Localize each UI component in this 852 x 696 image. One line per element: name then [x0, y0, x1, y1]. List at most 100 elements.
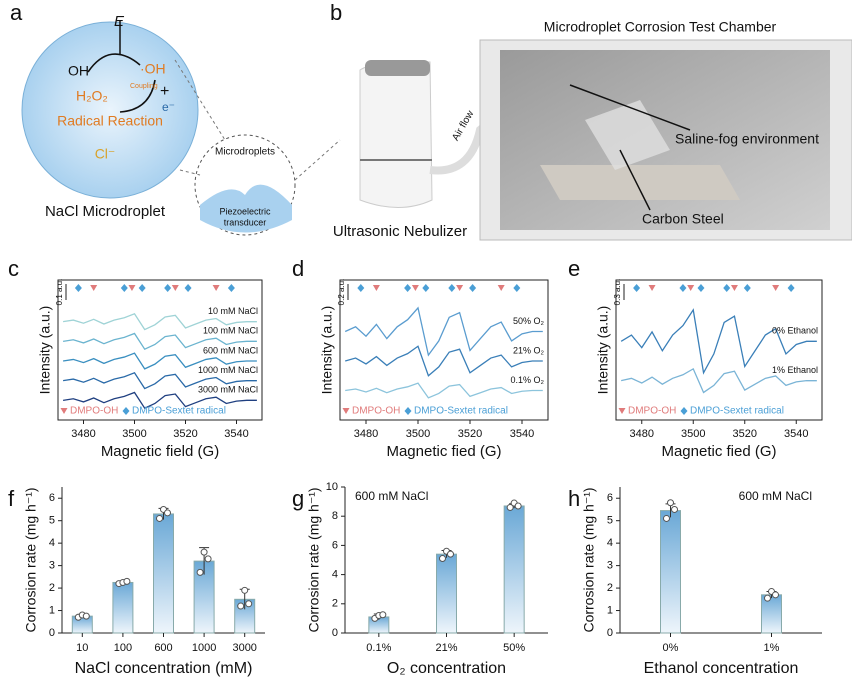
data-point — [663, 514, 670, 522]
data-point — [200, 548, 208, 556]
panel-label: g — [292, 486, 304, 511]
annotation: 600 mM NaCl — [355, 489, 428, 503]
series-label: 50% O₂ — [513, 316, 545, 326]
steel — [540, 165, 740, 200]
y-tick-label: 2 — [49, 582, 55, 594]
arrow — [619, 149, 651, 211]
x-tick-label: 3480 — [354, 428, 378, 440]
series-label: 1000 mM NaCl — [198, 365, 258, 375]
peak-marker — [456, 285, 464, 291]
x-tick-label: 3520 — [173, 428, 197, 440]
label: Ultrasonic Nebulizer — [333, 223, 467, 240]
peak-marker — [128, 285, 136, 291]
x-tick-label: 21% — [435, 642, 457, 654]
bar — [112, 581, 134, 634]
legend-label: DMPO-OH — [352, 406, 400, 417]
data-point — [671, 505, 678, 513]
peak-marker — [448, 284, 456, 292]
y-tick-label: 10 — [326, 481, 338, 493]
data-point — [506, 503, 514, 511]
peak-marker — [723, 284, 731, 292]
caption: NaCl Microdroplet — [45, 203, 166, 220]
arrow — [87, 53, 141, 73]
y-tick-label: 2 — [607, 582, 613, 594]
droplet — [21, 21, 199, 199]
x-tick-label: 3500 — [681, 428, 705, 440]
series-label: 1% Ethanol — [772, 365, 818, 375]
y-tick-label: 5 — [607, 515, 613, 527]
legend-symbol — [342, 408, 350, 414]
spectrum — [621, 367, 817, 394]
axes — [57, 279, 263, 421]
bar — [761, 594, 782, 634]
y-tick-label: 6 — [332, 539, 338, 551]
spectrum — [63, 332, 257, 351]
peak-marker — [120, 284, 128, 292]
x-tick-label: 600 — [154, 642, 172, 654]
zoom-line — [294, 139, 341, 181]
x-tick-label: 3540 — [224, 428, 248, 440]
label: Saline-fog environment — [675, 131, 819, 147]
nebulizer-cap — [365, 60, 430, 76]
x-axis-label: Magnetic fied (G) — [386, 443, 501, 460]
y-axis-label: Intensity (a.u.) — [595, 306, 611, 395]
data-point — [123, 577, 131, 585]
arrow — [569, 84, 691, 131]
peak-marker — [497, 285, 505, 291]
y-tick-label: 0 — [607, 627, 613, 639]
panel-label: c — [8, 256, 19, 281]
data-point — [667, 499, 674, 507]
data-point — [447, 550, 454, 558]
legend-label: DMPO-Sextet radical — [690, 406, 784, 417]
data-point — [164, 509, 171, 517]
legend-label: DMPO-Sextet radical — [414, 406, 508, 417]
peak-marker — [164, 284, 172, 292]
bar — [503, 505, 525, 634]
x-tick-label: 0% — [663, 642, 679, 654]
legend-label: DMPO-Sextet radical — [132, 406, 226, 417]
axes — [615, 279, 823, 421]
label: transducer — [224, 217, 267, 227]
spectrum — [63, 391, 257, 410]
diagram-a: E OH ·OH Coupling H₂O₂ + e⁻ Radical Reac… — [21, 13, 341, 236]
x-tick-label: 3480 — [71, 428, 95, 440]
label: OH — [68, 63, 89, 79]
peak-marker — [787, 284, 795, 292]
spectrum — [345, 382, 543, 399]
label: Piezoelectric — [219, 206, 271, 216]
zoom-line — [174, 59, 226, 141]
x-tick-label: 1% — [764, 642, 780, 654]
x-tick-label: 3540 — [784, 428, 808, 440]
series-label: 10 mM NaCl — [208, 306, 258, 316]
x-tick-label: 0.1% — [366, 642, 391, 654]
spectrum — [344, 306, 543, 357]
glass — [585, 100, 670, 170]
legend-label: DMPO-OH — [70, 406, 118, 417]
x-tick-label: 3500 — [122, 428, 146, 440]
peak-marker — [633, 284, 641, 292]
x-tick-label: 3500 — [406, 428, 430, 440]
label: Cl⁻ — [95, 146, 116, 162]
water — [200, 184, 292, 233]
spectrum — [63, 352, 257, 370]
x-tick-label: 3480 — [630, 428, 654, 440]
x-axis-label: Magnetic fied (G) — [661, 443, 776, 460]
x-axis-label: Magnetic field (G) — [101, 443, 219, 460]
data-point — [764, 594, 771, 602]
y-tick-label: 5 — [49, 515, 55, 527]
x-tick-label: 3000 — [232, 642, 256, 654]
label: E — [114, 13, 125, 30]
legend-symbol — [680, 407, 688, 415]
peak-marker — [469, 284, 477, 292]
x-tick-label: 100 — [114, 642, 132, 654]
y-tick-label: 4 — [607, 537, 613, 549]
x-axis-label: NaCl concentration (mM) — [75, 660, 253, 677]
peak-marker — [743, 284, 751, 292]
y-axis-label: Intensity (a.u.) — [37, 306, 53, 395]
y-axis-label: Corrosion rate (mg h⁻¹) — [581, 487, 597, 632]
scale-label: 0.3 a.u. — [613, 279, 622, 306]
data-point — [772, 591, 779, 599]
peak-marker — [74, 284, 82, 292]
peak-marker — [138, 284, 146, 292]
peak-marker — [411, 285, 419, 291]
